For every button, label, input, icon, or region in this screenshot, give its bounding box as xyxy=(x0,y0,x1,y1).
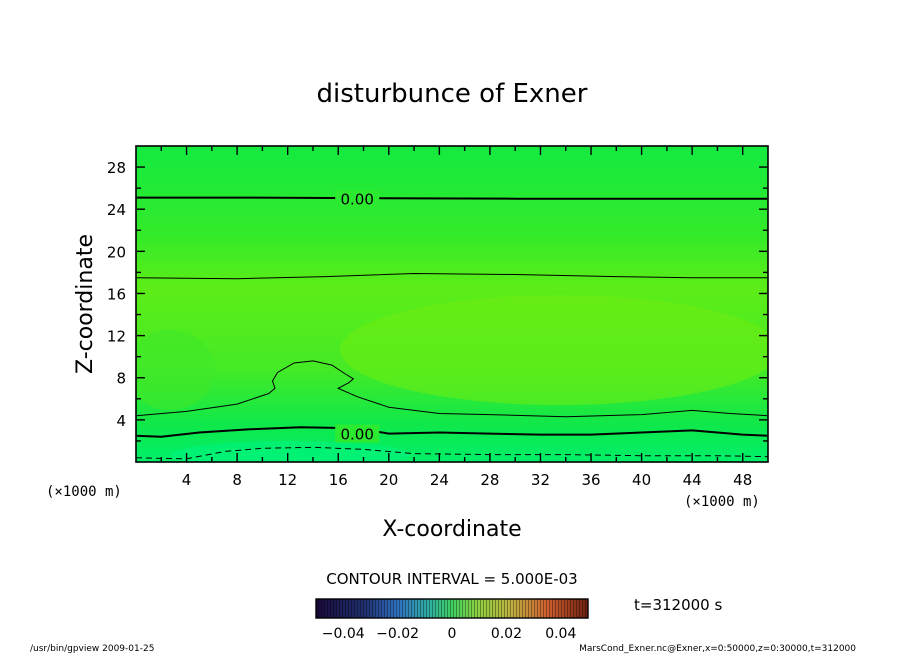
field-shade-left xyxy=(136,330,215,410)
axis-ticks xyxy=(136,146,768,462)
footer-left: /usr/bin/gpview 2009-01-25 xyxy=(30,644,154,654)
colorbar-frame xyxy=(315,598,589,619)
plot-area: 0.00 0.00 xyxy=(135,145,769,463)
x-tick-label: 12 xyxy=(278,471,297,489)
footer-right: MarsCond_Exner.nc@Exner,x=0:50000,z=0:30… xyxy=(579,644,856,654)
contour-lines xyxy=(136,196,768,460)
x-tick-labels: 4 8 12 16 20 24 28 32 36 40 44 48 xyxy=(182,471,752,489)
contour-interval-text: CONTOUR INTERVAL = 5.000E-03 xyxy=(326,570,577,588)
contour-label-bg xyxy=(335,424,380,443)
y-tick-label: 8 xyxy=(116,370,126,388)
x-unit-label: (×1000 m) xyxy=(684,494,760,510)
colorbar-stripes xyxy=(316,599,588,618)
colorbar-tick-label: 0.04 xyxy=(545,626,576,642)
contour-label: 0.00 xyxy=(340,426,373,444)
y-tick-label: 16 xyxy=(107,285,126,303)
chart-title: disturbunce of Exner xyxy=(317,79,588,109)
y-tick-label: 28 xyxy=(107,159,126,177)
x-tick-label: 8 xyxy=(232,471,242,489)
x-tick-label: 20 xyxy=(379,471,398,489)
y-tick-label: 24 xyxy=(107,201,126,219)
contour-line-positive xyxy=(136,272,768,280)
contour-line-zero xyxy=(136,426,768,438)
field-shade-upper xyxy=(340,295,768,405)
x-tick-label: 16 xyxy=(329,471,348,489)
colorbar-tick-labels: −0.04 −0.02 0 0.02 0.04 xyxy=(322,626,577,642)
y-tick-label: 12 xyxy=(107,328,126,346)
y-tick-label: 4 xyxy=(116,412,126,430)
colorbar-tick-label: −0.04 xyxy=(322,626,365,642)
contour-label: 0.00 xyxy=(340,191,373,209)
x-tick-label: 4 xyxy=(182,471,192,489)
y-axis-label: Z-coordinate xyxy=(73,234,98,374)
y-tick-labels: 4 8 12 16 20 24 28 xyxy=(107,159,126,430)
colorbar-tick-label: 0 xyxy=(448,626,457,642)
x-tick-label: 24 xyxy=(430,471,449,489)
field-shade-bottom xyxy=(170,441,410,462)
x-tick-label: 36 xyxy=(581,471,600,489)
y-tick-label: 20 xyxy=(107,243,126,261)
contour-line-positive xyxy=(136,360,768,418)
contour-line-negative xyxy=(136,446,768,460)
colorbar: −0.04 −0.02 0 0.02 0.04 xyxy=(315,598,589,642)
x-tick-label: 48 xyxy=(733,471,752,489)
contour-labels: 0.00 0.00 xyxy=(335,189,380,444)
x-tick-label: 32 xyxy=(531,471,550,489)
x-tick-label: 40 xyxy=(632,471,651,489)
contour-line-zero xyxy=(136,196,768,200)
plot-frame xyxy=(135,145,769,463)
colorbar-tick-label: 0.02 xyxy=(491,626,522,642)
colorbar-tick-label: −0.02 xyxy=(376,626,419,642)
x-axis-label: X-coordinate xyxy=(382,517,521,542)
time-text: t=312000 s xyxy=(634,596,722,614)
contour-label-bg xyxy=(335,189,380,208)
y-unit-label: (×1000 m) xyxy=(46,484,122,500)
x-tick-label: 28 xyxy=(480,471,499,489)
x-tick-label: 44 xyxy=(683,471,702,489)
